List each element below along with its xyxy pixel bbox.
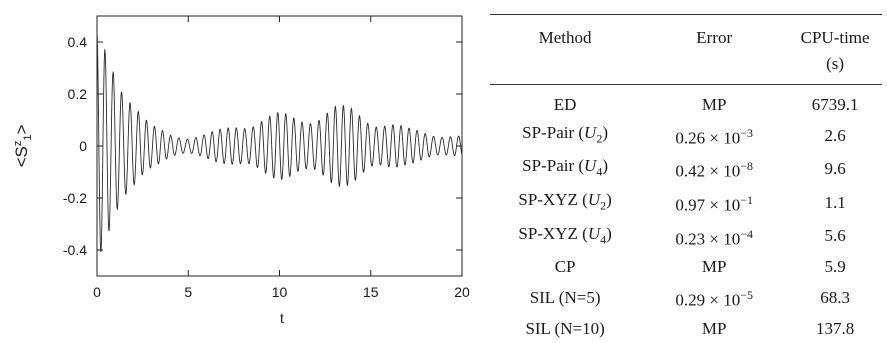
y-axis: -0.4 -0.2 0 0.2 0.4 <box>63 34 462 258</box>
error-exponent: −4 <box>740 226 754 241</box>
column-header-error: Error <box>696 28 733 47</box>
error-exponent: −5 <box>740 288 754 303</box>
error-exponent: −3 <box>740 125 754 140</box>
error-cell: MP <box>701 257 727 277</box>
table-body: ED MP 6739.1 SP-Pair (U2) 0.26 × 10−3 2.6 SP-P… <box>490 84 882 343</box>
operator-subscript: 2 <box>600 198 607 213</box>
operator-subscript: 4 <box>600 232 607 247</box>
method-cell: SP-Pair (U2) <box>522 122 608 146</box>
method-cell: SIL (N=5) <box>529 288 601 308</box>
error-cell: MP <box>701 318 727 338</box>
error-exponent: −8 <box>740 159 754 174</box>
table-row: SIL (N=10) MP 137.8 <box>490 315 882 343</box>
cpu-time-cell: 68.3 <box>820 288 850 308</box>
operator-subscript: 2 <box>596 131 603 146</box>
error-cell: 0.26 × 10−3 <box>675 125 754 148</box>
error-cell: 0.23 × 10−4 <box>675 226 754 249</box>
cpu-time-cell: 1.1 <box>824 192 846 212</box>
x-tick-label: 5 <box>184 284 192 300</box>
table-row: CP MP 5.9 <box>490 253 882 281</box>
line-chart: -0.4 -0.2 0 0.2 0.4 0 5 10 15 20 <Sz1> t <box>12 15 470 326</box>
error-cell: 0.29 × 10−5 <box>675 288 754 310</box>
table-row: SP-Pair (U4) 0.42 × 10−8 9.6 <box>490 152 882 186</box>
error-cell: MP <box>701 94 727 114</box>
cpu-time-cell: 5.9 <box>824 257 846 277</box>
operator-subscript: 4 <box>596 164 603 179</box>
column-header-method: Method <box>538 28 592 47</box>
cpu-time-cell: 2.6 <box>824 125 846 145</box>
error-cell: 0.42 × 10−8 <box>675 159 754 181</box>
cpu-time-cell: 137.8 <box>815 318 855 338</box>
y-axis-label: <Sz1> <box>12 125 34 168</box>
x-tick-label: 15 <box>363 284 379 300</box>
results-table: Method Error CPU-time (s) ED MP 6739.1 SP-Pa… <box>490 14 882 343</box>
method-cell: ED <box>553 94 577 114</box>
cpu-time-cell: 6739.1 <box>811 94 859 114</box>
x-tick-label: 10 <box>272 284 288 300</box>
y-tick-label: -0.4 <box>63 242 87 258</box>
table-row: SIL (N=5) 0.29 × 10−5 68.3 <box>490 281 882 315</box>
table-row: SP-XYZ (U2) 0.97 × 10−1 1.1 <box>490 186 882 220</box>
method-cell: SIL (N=10) <box>525 318 605 338</box>
cpu-header-line1: CPU-time <box>800 28 870 47</box>
y-tick-label: 0.2 <box>68 86 88 102</box>
table-row: SP-Pair (U2) 0.26 × 10−3 2.6 <box>490 119 882 153</box>
operator-symbol: U <box>587 190 601 210</box>
table-row: ED MP 6739.1 <box>490 84 882 119</box>
x-tick-label: 20 <box>454 284 470 300</box>
error-exponent: −1 <box>740 193 754 207</box>
column-header-cpu-time: CPU-time (s) <box>788 15 882 85</box>
cpu-header-line2: (s) <box>826 54 845 74</box>
operator-symbol: U <box>584 122 597 142</box>
x-axis-label: t <box>280 310 284 326</box>
method-cell: SP-XYZ (U4) <box>518 223 612 247</box>
y-tick-label: 0 <box>79 138 87 154</box>
x-axis: 0 5 10 15 20 <box>93 16 470 300</box>
cpu-time-cell: 5.6 <box>824 226 846 246</box>
x-tick-label: 0 <box>93 284 101 300</box>
method-cell: CP <box>554 257 576 277</box>
method-cell: SP-XYZ (U2) <box>518 190 612 213</box>
cpu-time-cell: 9.6 <box>824 159 846 179</box>
y-tick-label: 0.4 <box>68 34 88 50</box>
method-cell: SP-Pair (U4) <box>522 156 608 179</box>
operator-symbol: U <box>584 156 597 176</box>
y-tick-label: -0.2 <box>63 190 87 206</box>
error-cell: 0.97 × 10−1 <box>675 193 754 215</box>
operator-symbol: U <box>587 223 601 243</box>
table-row: SP-XYZ (U4) 0.23 × 10−4 5.6 <box>490 220 882 254</box>
series-line <box>96 32 463 252</box>
table-header-row: Method Error CPU-time (s) <box>490 14 882 85</box>
